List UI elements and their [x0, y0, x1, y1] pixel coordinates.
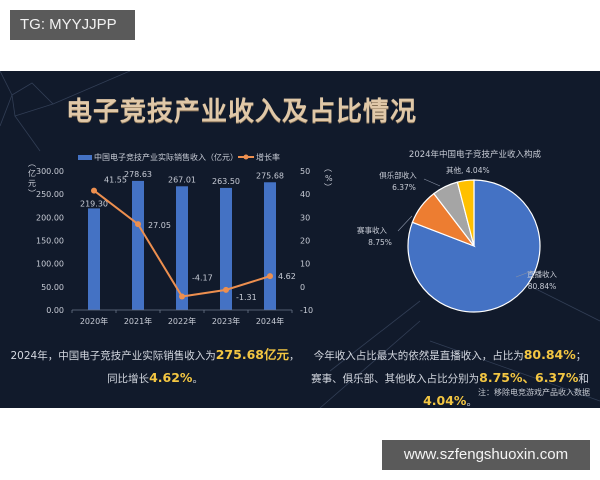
svg-text:6.37%: 6.37% — [392, 183, 416, 192]
svg-text:50: 50 — [300, 167, 310, 176]
caption-text: 和 — [578, 373, 589, 385]
caption-left: 2024年，中国电子竞技产业实际销售收入为275.68亿元， 同比增长4.62%… — [0, 344, 310, 390]
pie-title: 2024年中国电子竞技产业收入构成 — [409, 149, 542, 160]
svg-text:2021年: 2021年 — [124, 316, 152, 326]
caption-highlight-other: 4.04% — [423, 393, 467, 408]
svg-text:4.62: 4.62 — [278, 272, 296, 281]
growth-line-series: 41.55 27.05 -4.17 -1.31 4.62 — [91, 176, 296, 302]
caption-text: ； — [575, 350, 587, 362]
bar-series: 219.30 278.63 267.01 263.50 275.68 — [80, 170, 284, 310]
svg-text:41.55: 41.55 — [104, 176, 127, 185]
svg-text:278.63: 278.63 — [124, 170, 152, 179]
svg-text:50.00: 50.00 — [41, 283, 64, 292]
y2-axis-ticks: -10 0 10 20 30 40 50 — [300, 167, 313, 315]
svg-text:0.00: 0.00 — [46, 306, 64, 315]
caption-highlight-event-club: 8.75%、6.37% — [479, 370, 579, 385]
svg-text:中国电子竞技产业实际销售收入（亿元）: 中国电子竞技产业实际销售收入（亿元） — [94, 152, 238, 162]
svg-text:20: 20 — [300, 237, 310, 246]
svg-text:219.30: 219.30 — [80, 199, 108, 208]
svg-text:250.00: 250.00 — [36, 190, 64, 199]
caption-text: 。 — [466, 396, 477, 408]
svg-text:27.05: 27.05 — [148, 221, 171, 230]
svg-text:100.00: 100.00 — [36, 260, 64, 269]
pie-chart: 直播收入 80.84% 赛事收入 8.75% 俱乐部收入 6.37% 其他, 4.04% — [357, 165, 557, 313]
x-axis: 2020年 2021年 2022年 2023年 2024年 — [71, 309, 293, 326]
charts: 中国电子竞技产业实际销售收入（亿元） 增长率 ︵亿元︶ ︵% ︶ 0.00 50.0… — [28, 149, 557, 326]
svg-text:30: 30 — [300, 213, 310, 222]
svg-text:150.00: 150.00 — [36, 237, 64, 246]
svg-text:直播收入: 直播收入 — [527, 269, 557, 279]
svg-text:267.01: 267.01 — [168, 175, 196, 184]
watermark-bottom: www.szfengshuoxin.com — [382, 440, 590, 470]
svg-text:-10: -10 — [300, 306, 313, 315]
svg-text:275.68: 275.68 — [256, 171, 284, 180]
caption-text: 2024年，中国电子竞技产业实际销售收入为 — [10, 350, 216, 362]
footnote: 注：移除电竞游戏产品收入数据 — [478, 388, 590, 397]
svg-text:其他, 4.04%: 其他, 4.04% — [446, 165, 490, 175]
y2-axis-label: ︵% ︶ — [324, 164, 333, 192]
svg-text:-1.31: -1.31 — [236, 293, 257, 302]
infographic-panel: 电子竞技产业收入及占比情况 中国电子竞技产业实际销售收入（亿元） 增长率 ︵亿元… — [0, 71, 600, 408]
svg-text:8.75%: 8.75% — [368, 238, 392, 247]
bar-legend: 中国电子竞技产业实际销售收入（亿元） 增长率 — [78, 152, 280, 162]
y-axis-label: ︵亿元︶ — [28, 159, 36, 198]
svg-text:增长率: 增长率 — [256, 152, 280, 162]
caption-text: 今年收入占比最大的依然是直播收入，占比为 — [313, 350, 524, 362]
svg-text:300.00: 300.00 — [36, 167, 64, 176]
svg-text:2020年: 2020年 — [80, 316, 108, 326]
caption-text: 。 — [192, 373, 203, 385]
caption-highlight-growth: 4.62% — [149, 370, 193, 385]
watermark-top: TG: MYYJJPP — [10, 10, 135, 40]
decorative-lines — [0, 71, 600, 408]
caption-text: ， — [288, 350, 300, 362]
svg-text:263.50: 263.50 — [212, 177, 240, 186]
svg-text:2024年: 2024年 — [256, 316, 284, 326]
caption-highlight-revenue: 275.68亿元 — [215, 347, 289, 362]
svg-text:-4.17: -4.17 — [192, 273, 213, 282]
svg-text:10: 10 — [300, 260, 310, 269]
caption-text: 赛事、俱乐部、其他收入占比分别为 — [311, 373, 480, 385]
svg-text:0: 0 — [300, 283, 305, 292]
caption-highlight-live: 80.84% — [523, 347, 576, 362]
svg-text:40: 40 — [300, 190, 310, 199]
svg-text:俱乐部收入: 俱乐部收入 — [379, 170, 417, 180]
caption-right: 今年收入占比最大的依然是直播收入，占比为80.84%； 赛事、俱乐部、其他收入占… — [300, 344, 600, 408]
caption-text: 同比增长 — [107, 373, 150, 385]
y-axis-ticks: 0.00 50.00 100.00 150.00 200.00 250.00 300.00 — [36, 167, 64, 315]
svg-text:80.84%: 80.84% — [528, 282, 557, 291]
page-title: 电子竞技产业收入及占比情况 — [66, 97, 418, 127]
svg-text:2023年: 2023年 — [212, 316, 240, 326]
svg-text:赛事收入: 赛事收入 — [357, 225, 387, 235]
svg-text:200.00: 200.00 — [36, 213, 64, 222]
svg-text:2022年: 2022年 — [168, 316, 196, 326]
